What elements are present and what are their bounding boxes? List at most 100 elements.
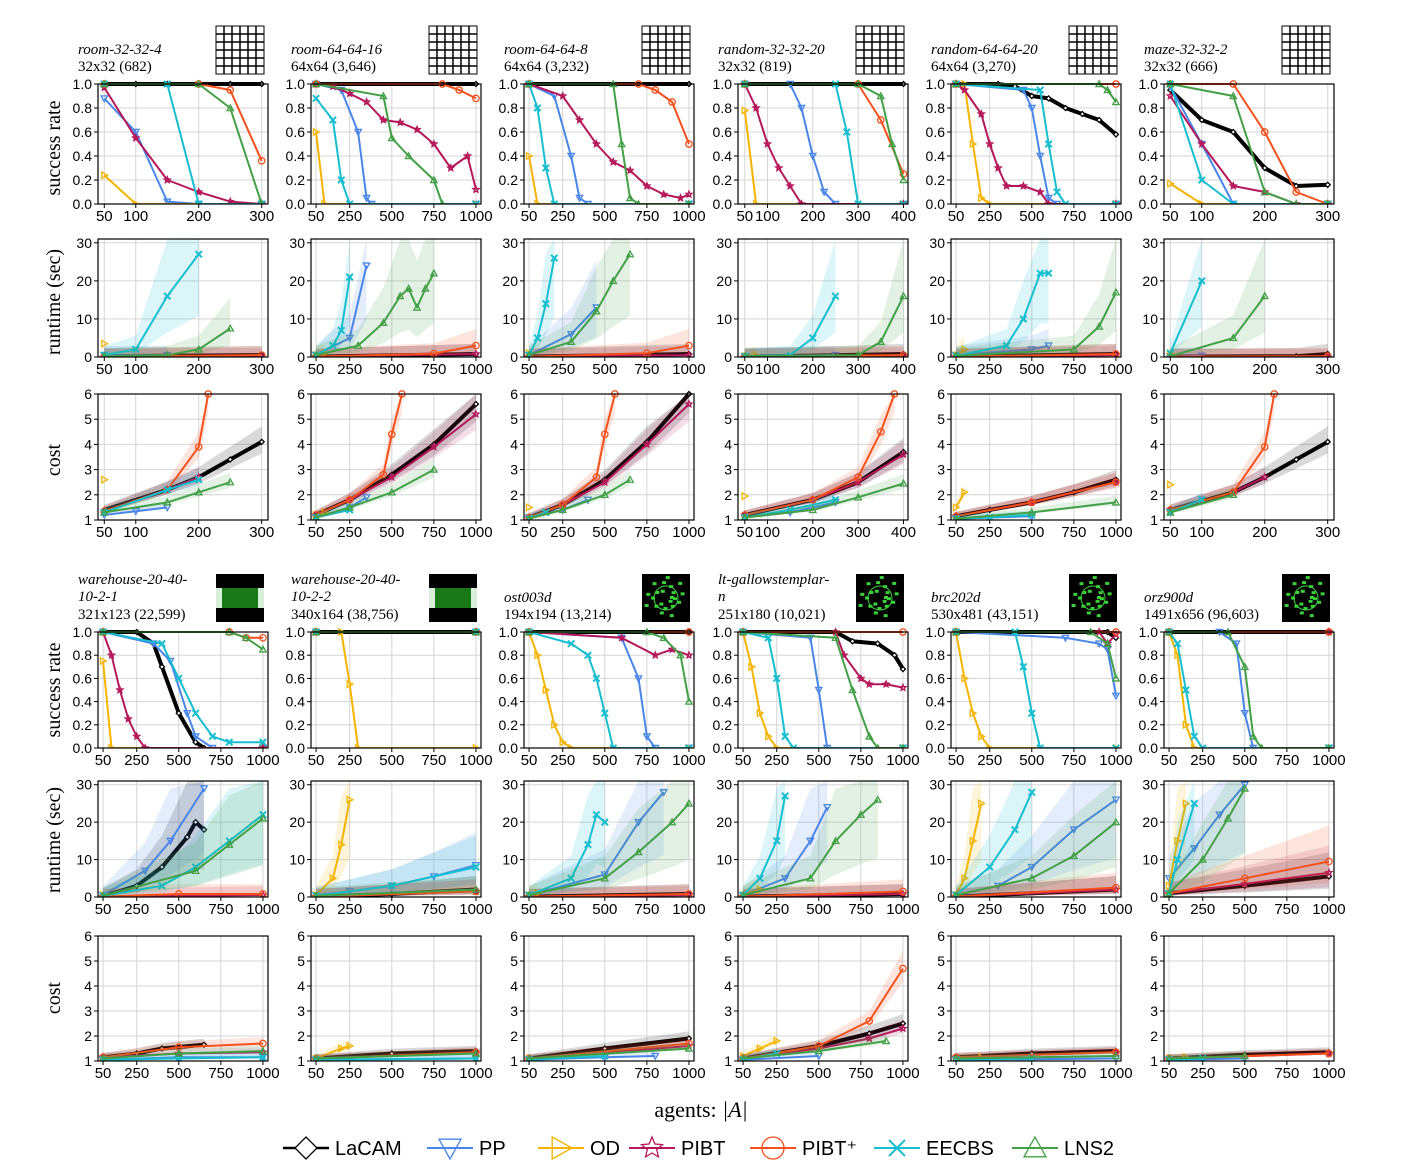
point-LNS2 bbox=[312, 512, 320, 520]
axes-frame bbox=[1163, 935, 1335, 1062]
point-LNS2 bbox=[101, 351, 108, 357]
point-LaCAM bbox=[158, 863, 166, 871]
series-EECBS bbox=[1169, 83, 1328, 204]
axes-frame bbox=[310, 631, 482, 749]
y-tick-label: 0.2 bbox=[926, 717, 946, 733]
x-tick-label: 1000 bbox=[1099, 1065, 1132, 1082]
point-PP bbox=[808, 152, 818, 161]
y-tick-label: 20 bbox=[1142, 273, 1158, 289]
axes-frame bbox=[1163, 393, 1335, 521]
point-PP bbox=[353, 128, 363, 137]
map-thumbnail bbox=[1069, 574, 1117, 622]
point-OD bbox=[1167, 179, 1175, 188]
point-PIBT bbox=[1094, 627, 1104, 636]
row-label-success-bottom: success rate bbox=[43, 642, 65, 737]
x-tick-label: 50 bbox=[1162, 208, 1179, 225]
y-tick-label: 2 bbox=[724, 487, 732, 503]
point-LNS2 bbox=[617, 139, 626, 148]
point-LaCAM bbox=[1078, 110, 1086, 118]
point-LNS2 bbox=[831, 836, 840, 845]
axes-runtime: 0 10 20 30 50 250 500 750 1000 bbox=[76, 777, 279, 918]
point-PIBT⁺ bbox=[876, 427, 885, 436]
y-tick-label: 20 bbox=[289, 273, 305, 289]
point-LNS2 bbox=[1069, 344, 1079, 353]
series-PIBT bbox=[528, 631, 690, 657]
band-LNS2 bbox=[103, 781, 263, 897]
y-tick-label: 1.0 bbox=[499, 624, 519, 640]
band-LNS2 bbox=[744, 474, 904, 518]
point-OD bbox=[961, 487, 970, 497]
band-PIBT⁺ bbox=[529, 394, 615, 518]
legend-item-LNS2: LNS2 bbox=[1012, 1135, 1114, 1160]
point-OD bbox=[312, 127, 321, 137]
panel-subtitle: 64x64 (3,270) bbox=[931, 59, 1016, 75]
series-PIBT⁺ bbox=[742, 967, 904, 1060]
point-LNS2 bbox=[741, 351, 748, 357]
x-tick-label: 200 bbox=[800, 524, 825, 541]
x-tick-label: 50 bbox=[1162, 524, 1179, 541]
x-tick-label: 100 bbox=[1189, 524, 1214, 541]
point-LaCAM bbox=[200, 826, 208, 834]
point-OD bbox=[1191, 743, 1199, 748]
point-EECBS bbox=[1027, 788, 1036, 797]
point-PIBT bbox=[387, 472, 397, 482]
axes-frame bbox=[97, 393, 269, 521]
x-tick-label: 1000 bbox=[1312, 1065, 1345, 1082]
point-EECBS bbox=[1112, 744, 1120, 748]
band-PIBT⁺ bbox=[1170, 394, 1275, 512]
series-PIBT⁺ bbox=[1168, 860, 1330, 895]
point-LaCAM bbox=[1292, 456, 1300, 463]
axes-cost: 1 2 3 4 5 6 50 250 500 750 1000 bbox=[937, 928, 1132, 1082]
y-tick-label: 6 bbox=[297, 928, 305, 944]
x-tick-label: 750 bbox=[634, 524, 659, 541]
series-LNS2 bbox=[529, 83, 689, 204]
point-EECBS bbox=[1325, 744, 1333, 748]
band-PP bbox=[529, 781, 664, 897]
point-LNS2 bbox=[429, 175, 439, 184]
point-LNS2 bbox=[1111, 497, 1121, 506]
point-LaCAM bbox=[1062, 104, 1069, 112]
point-LaCAM bbox=[175, 709, 183, 717]
axes-cost: 1 2 3 4 5 6 50 100 200 300 400 bbox=[724, 386, 916, 541]
point-EECBS bbox=[259, 1053, 267, 1061]
point-PIBT⁺ bbox=[814, 1042, 823, 1050]
point-PIBT⁺ bbox=[592, 473, 601, 482]
y-tick-label: 20 bbox=[502, 814, 518, 830]
axes-runtime: 0 10 20 30 50 250 500 750 1000 bbox=[716, 777, 919, 918]
point-LNS2 bbox=[525, 350, 533, 357]
series-OD bbox=[1168, 803, 1187, 886]
band-PP bbox=[316, 832, 476, 897]
axes-frame bbox=[737, 393, 909, 521]
y-tick-label: 4 bbox=[1150, 978, 1158, 994]
series-PIBT bbox=[1169, 95, 1328, 204]
y-tick-label: 2 bbox=[937, 1028, 945, 1044]
x-tick-label: 250 bbox=[764, 1065, 789, 1082]
y-tick-label: 3 bbox=[510, 462, 518, 478]
legend-marker-EECBS bbox=[888, 1139, 906, 1157]
point-LNS2 bbox=[163, 350, 171, 357]
y-tick-label: 0.0 bbox=[499, 196, 519, 212]
x-tick-label: 50 bbox=[1161, 1065, 1178, 1082]
band-PP bbox=[316, 490, 367, 518]
x-tick-label: 1000 bbox=[246, 752, 279, 769]
point-LNS2 bbox=[387, 133, 397, 142]
band-EECBS bbox=[103, 781, 263, 897]
y-tick-label: 3 bbox=[724, 462, 732, 478]
x-tick-label: 750 bbox=[421, 901, 446, 918]
y-tick-label: 4 bbox=[937, 978, 945, 994]
band-LNS2 bbox=[529, 469, 631, 519]
y-tick-label: 0.2 bbox=[713, 172, 733, 188]
point-EECBS bbox=[600, 709, 609, 718]
point-PIBT bbox=[361, 97, 372, 106]
panel-title: random-32-32-20 bbox=[718, 42, 825, 58]
axes-frame bbox=[523, 780, 695, 898]
x-axis-label: agents: |A| bbox=[654, 1097, 747, 1122]
axes-frame bbox=[97, 83, 269, 205]
point-LNS2 bbox=[1240, 662, 1250, 671]
panel-subtitle: 64x64 (3,646) bbox=[291, 59, 376, 75]
point-PIBT bbox=[471, 349, 481, 357]
point-LNS2 bbox=[353, 341, 363, 349]
band-EECBS bbox=[956, 239, 1049, 357]
point-PIBT⁺ bbox=[899, 887, 907, 896]
